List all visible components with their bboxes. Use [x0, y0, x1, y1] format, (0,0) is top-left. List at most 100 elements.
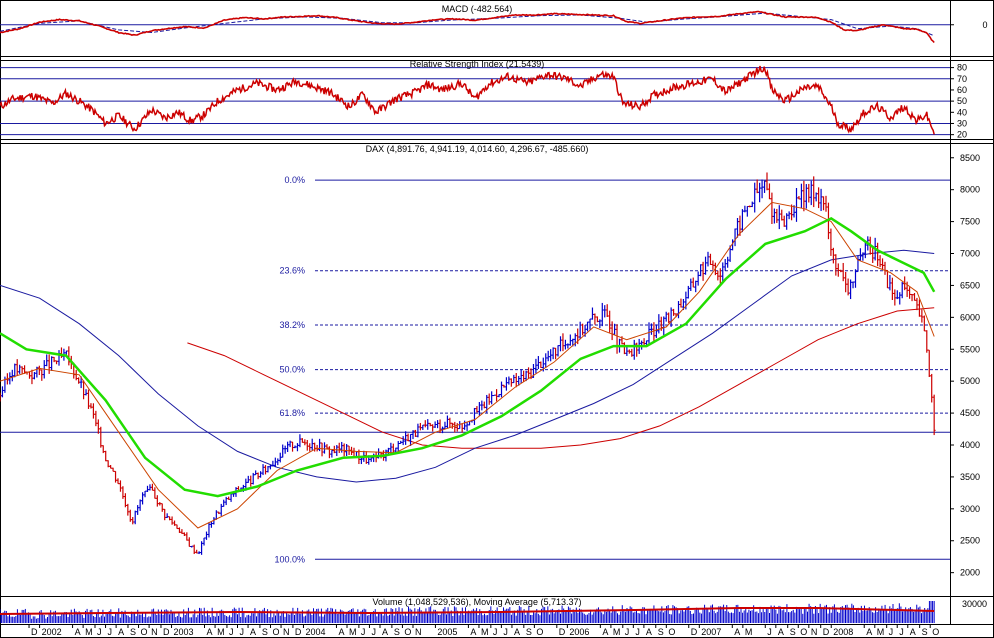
- volume-tick-label: 30000: [962, 599, 987, 609]
- price-bar: [593, 313, 597, 325]
- x-tick-label: S: [922, 627, 928, 637]
- price-bar: [689, 278, 693, 292]
- price-bar: [922, 315, 926, 332]
- price-bar: [305, 439, 309, 451]
- x-tick-label: M: [613, 627, 621, 637]
- price-bar: [0, 386, 4, 398]
- price-bar: [418, 422, 422, 431]
- price-bar: [436, 420, 440, 429]
- price-bar: [104, 450, 108, 462]
- price-bar: [337, 442, 341, 454]
- price-bar: [114, 470, 118, 483]
- price-bar: [927, 349, 931, 377]
- x-tick-label: O: [668, 627, 675, 637]
- x-tick-label: A: [646, 627, 652, 637]
- price-bar: [622, 342, 626, 355]
- price-bar: [323, 442, 326, 454]
- price-bar: [522, 370, 526, 382]
- price-bar: [143, 490, 147, 498]
- price-bar: [519, 369, 523, 384]
- price-bar: [116, 478, 120, 485]
- price-bar: [546, 350, 550, 362]
- price-bar: [303, 439, 307, 446]
- price-bar: [205, 531, 208, 540]
- price-tick-label: 6500: [960, 280, 980, 290]
- price-bar: [900, 281, 904, 299]
- price-bar: [807, 183, 811, 203]
- price-bar: [581, 323, 585, 336]
- price-bar: [163, 508, 167, 521]
- price-bar: [96, 419, 100, 434]
- price-bar: [551, 347, 555, 360]
- price-bar: [706, 251, 710, 267]
- price-bar: [504, 377, 508, 391]
- x-tick-label: J: [625, 627, 630, 637]
- price-bar: [431, 424, 435, 432]
- x-tick-label: A: [207, 627, 213, 637]
- x-tick-label: A: [470, 627, 476, 637]
- price-bar: [726, 256, 730, 268]
- price-bar: [568, 334, 572, 346]
- price-bar: [340, 441, 344, 453]
- price-bar: [777, 205, 781, 230]
- price-bar: [18, 364, 22, 374]
- price-bar: [320, 442, 324, 457]
- price-tick-label: 5000: [960, 376, 980, 386]
- x-tick-label: A: [75, 627, 81, 637]
- price-bar: [219, 503, 223, 516]
- price-bar: [544, 353, 548, 368]
- price-bar: [534, 358, 538, 374]
- x-tick-label: S: [394, 627, 400, 637]
- price-bar: [146, 485, 149, 492]
- price-tick-label: 7500: [960, 217, 980, 227]
- price-bar: [448, 417, 452, 428]
- price-bar: [512, 374, 516, 384]
- x-tick-label: D: [559, 627, 566, 637]
- price-bar: [686, 285, 690, 299]
- price-bar: [851, 281, 855, 289]
- price-bar: [13, 363, 17, 378]
- price-bar: [930, 373, 934, 403]
- price-bar: [745, 205, 749, 217]
- price-bar: [507, 376, 511, 385]
- price-bar: [878, 255, 882, 268]
- fibonacci-label: 0.0%: [284, 175, 305, 185]
- x-tick-label: O: [141, 627, 148, 637]
- price-bar: [615, 324, 619, 354]
- x-tick-label: N: [283, 627, 290, 637]
- macd-panel: 0: [0, 10, 988, 44]
- price-bar: [881, 258, 885, 270]
- price-bar: [758, 182, 762, 203]
- price-bar: [286, 441, 290, 452]
- price-bar: [276, 458, 280, 466]
- price-bar: [84, 389, 88, 396]
- price-bar: [824, 195, 828, 212]
- price-bar: [770, 192, 774, 225]
- price-bar: [804, 184, 808, 209]
- price-bar: [775, 208, 779, 223]
- price-bar: [753, 182, 757, 213]
- rsi-tick-label: 30: [957, 118, 967, 128]
- x-tick-label: J: [108, 627, 113, 637]
- x-tick-label: M: [217, 627, 225, 637]
- price-bar: [812, 176, 816, 208]
- price-bar: [465, 422, 469, 431]
- x-tick-label: M: [85, 627, 93, 637]
- price-bar: [126, 503, 130, 516]
- price-bar: [556, 345, 560, 357]
- price-bar: [495, 389, 499, 402]
- x-tick-label: S: [130, 627, 136, 637]
- price-bar: [841, 262, 845, 282]
- price-bar: [782, 215, 786, 227]
- price-bar: [47, 354, 51, 374]
- price-bar: [608, 310, 612, 333]
- price-bar: [610, 321, 614, 341]
- price-bar: [261, 464, 265, 476]
- price-bar: [696, 271, 700, 286]
- moving-average-100-line: [0, 249, 935, 483]
- price-bar: [330, 450, 334, 458]
- price-bar: [443, 421, 447, 430]
- x-tick-label: M: [349, 627, 357, 637]
- price-bar: [755, 179, 759, 194]
- volume-panel: 30000: [0, 599, 987, 623]
